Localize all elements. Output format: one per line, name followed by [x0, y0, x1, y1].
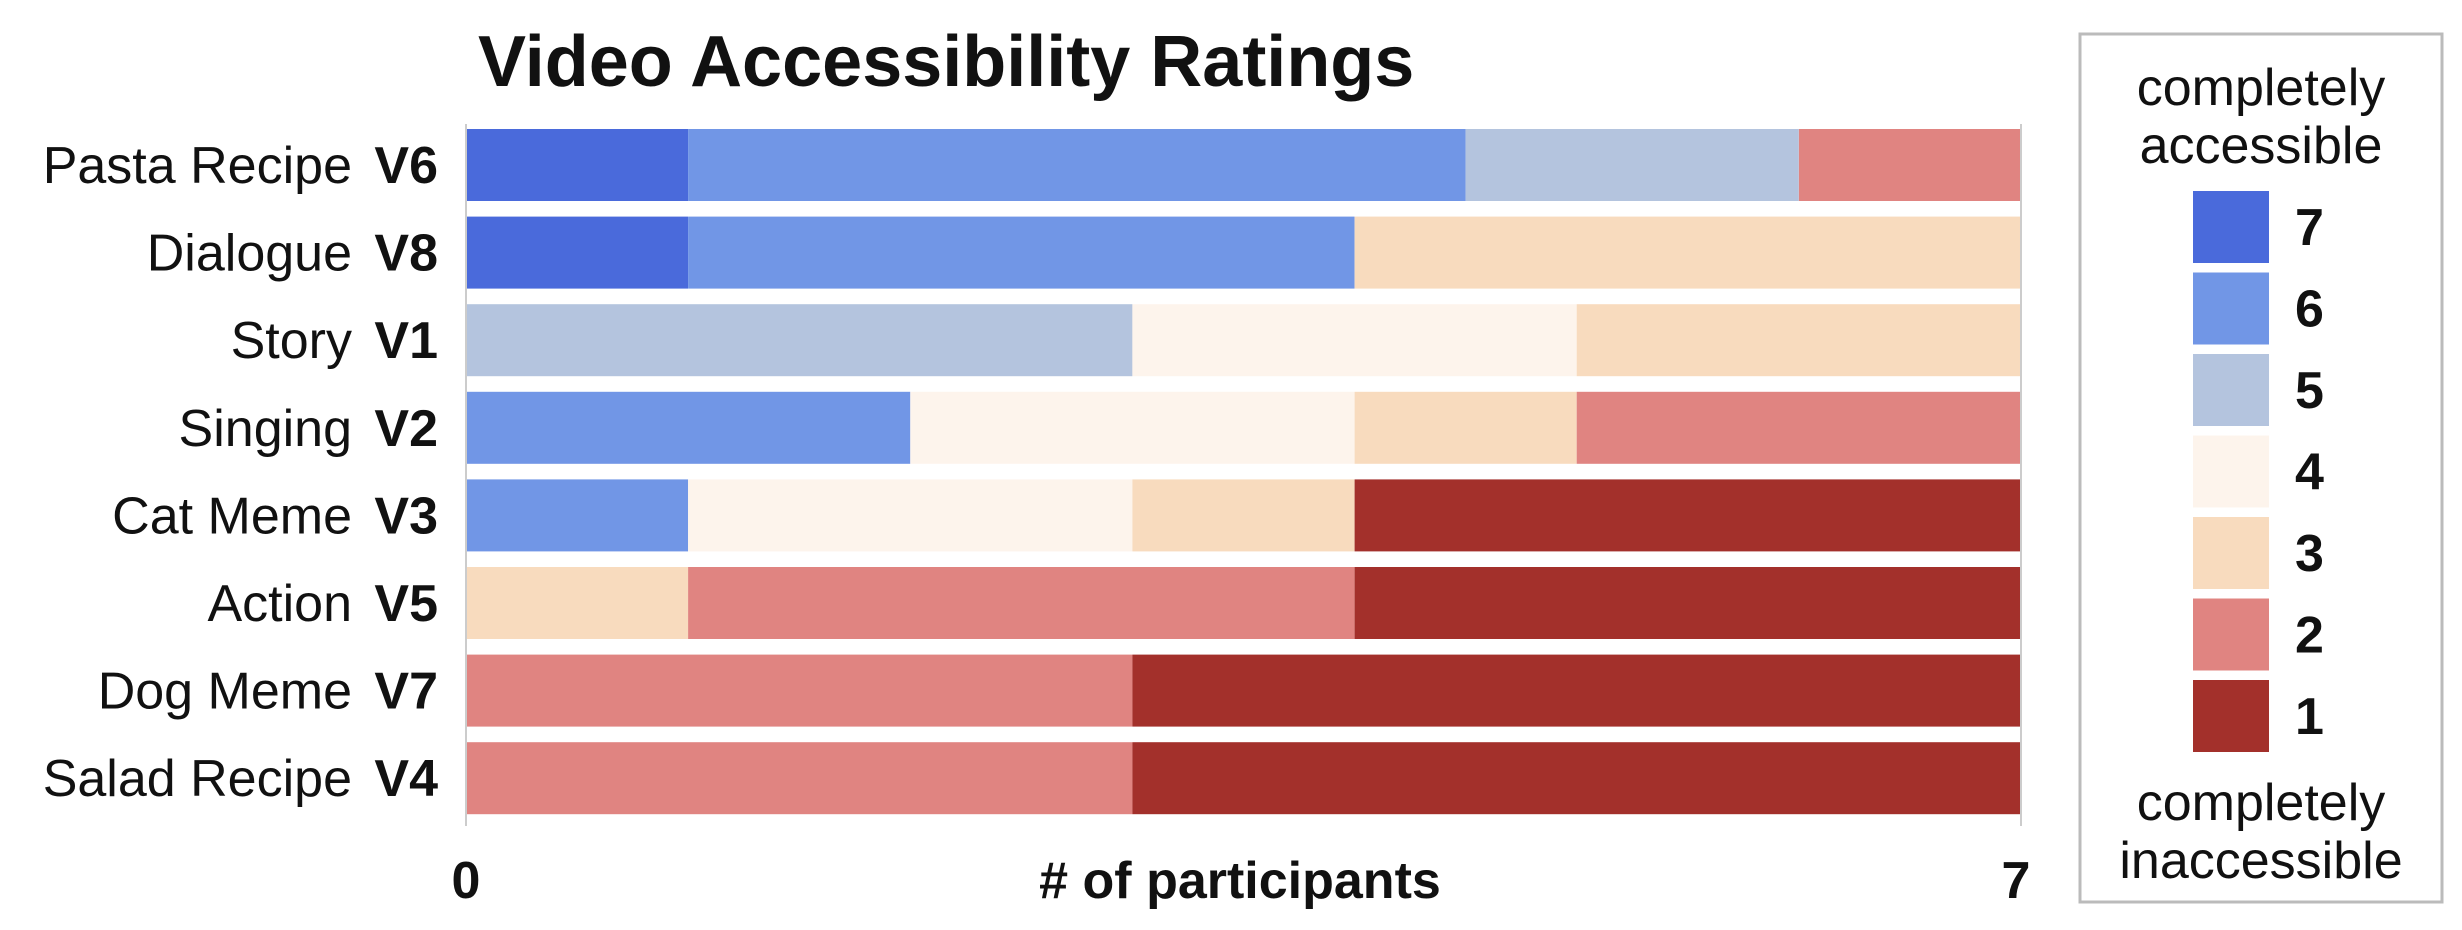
bar-v2-rating-6 [466, 391, 911, 464]
row-labels-group: V6 Pasta Recipe V8 Dialogue V1 Story V2 Singing… [43, 137, 438, 808]
row-label-v4: Salad Recipe [43, 750, 352, 808]
row-label-v2: Singing [179, 400, 352, 458]
row-code-v1: V1 [374, 312, 438, 370]
bar-v3-rating-4 [688, 479, 1133, 552]
bar-v8-rating-3 [1354, 216, 2021, 289]
row-code-v8: V8 [374, 225, 438, 283]
bar-v2-rating-3 [1354, 391, 1577, 464]
bar-v3-rating-1 [1354, 479, 2021, 552]
bar-v6-rating-2 [1798, 129, 2021, 201]
legend: completely accessible 7 6 5 4 3 2 1 completely… [2078, 32, 2444, 904]
legend-swatch-3 [2193, 517, 2269, 589]
bar-v6-rating-5 [1465, 129, 1799, 201]
row-code-v6: V6 [374, 137, 438, 195]
legend-label-1: 1 [2295, 688, 2324, 746]
legend-swatch-6 [2193, 272, 2269, 345]
legend-items: 7 6 5 4 3 2 1 [2193, 191, 2324, 752]
bar-v1-rating-5 [466, 304, 1133, 377]
row-label-v8: Dialogue [147, 225, 352, 283]
row-label-v1: Story [231, 312, 352, 370]
bar-v7-rating-1 [1132, 654, 2021, 727]
legend-label-3: 3 [2295, 525, 2324, 583]
bar-v7-rating-2 [466, 654, 1133, 727]
legend-bottom-line-1: completely [2137, 774, 2386, 832]
bar-v5-rating-1 [1354, 567, 2021, 639]
bar-v1-rating-3 [1576, 304, 2021, 377]
bar-v2-rating-2 [1576, 391, 2021, 464]
legend-label-4: 4 [2295, 444, 2324, 502]
bar-v3-rating-3 [1132, 479, 1355, 552]
legend-top-line-1: completely [2137, 59, 2386, 117]
row-label-v7: Dog Meme [98, 663, 352, 721]
legend-swatch-5 [2193, 354, 2269, 426]
row-code-v3: V3 [374, 487, 438, 545]
bar-v8-rating-7 [466, 216, 689, 289]
bar-v4-rating-1 [1132, 742, 2021, 815]
legend-label-5: 5 [2295, 362, 2324, 420]
row-label-v6: Pasta Recipe [43, 137, 352, 195]
row-code-v7: V7 [374, 663, 438, 721]
legend-swatch-2 [2193, 598, 2269, 671]
row-code-v5: V5 [374, 575, 438, 633]
bar-v4-rating-2 [466, 742, 1133, 815]
x-tick-0: 0 [452, 852, 481, 910]
x-axis-label: # of participants [1039, 852, 1441, 910]
row-code-v2: V2 [374, 400, 438, 458]
row-label-v3: Cat Meme [112, 487, 352, 545]
legend-top-line-2: accessible [2140, 117, 2383, 175]
legend-swatch-4 [2193, 435, 2269, 508]
legend-label-6: 6 [2295, 281, 2324, 339]
row-code-v4: V4 [374, 750, 438, 808]
bar-v3-rating-6 [466, 479, 689, 552]
legend-swatch-7 [2193, 191, 2269, 263]
chart-title: Video Accessibility Ratings [478, 22, 1414, 102]
bar-v6-rating-6 [688, 129, 1466, 201]
bars-group [466, 129, 2021, 815]
row-label-v5: Action [207, 575, 352, 633]
legend-label-2: 2 [2295, 607, 2324, 665]
bar-v2-rating-4 [910, 391, 1355, 464]
x-tick-7: 7 [2002, 852, 2031, 910]
bar-v6-rating-7 [466, 129, 689, 201]
legend-swatch-1 [2193, 680, 2269, 752]
bar-v5-rating-3 [466, 567, 689, 639]
bar-v8-rating-6 [688, 216, 1355, 289]
legend-bottom-line-2: inaccessible [2119, 832, 2402, 890]
legend-label-7: 7 [2295, 199, 2324, 257]
bar-v1-rating-4 [1132, 304, 1577, 377]
bar-v5-rating-2 [688, 567, 1355, 639]
